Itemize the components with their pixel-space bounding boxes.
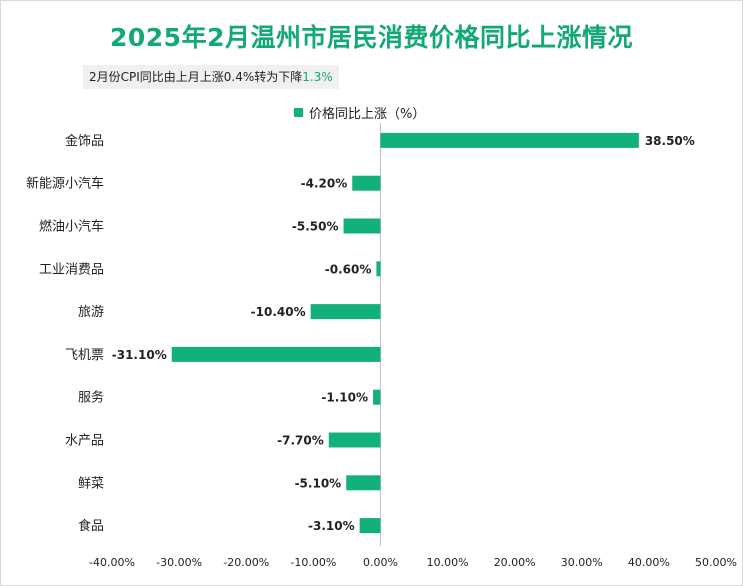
bar [380, 132, 639, 148]
category-label: 金饰品 [65, 133, 104, 149]
category-label: 飞机票 [65, 348, 104, 363]
bar [171, 346, 381, 362]
data-label: -1.10% [321, 391, 368, 405]
x-tick-label: 30.00% [561, 556, 603, 569]
x-tick-label: 50.00% [695, 556, 737, 569]
x-tick-label: 10.00% [427, 556, 469, 569]
category-label: 服务 [78, 390, 104, 406]
data-label: -5.50% [292, 220, 339, 234]
data-label: -31.10% [112, 348, 167, 362]
bar [346, 475, 381, 491]
data-label: -5.10% [295, 476, 342, 490]
category-label: 新能源小汽车 [26, 176, 104, 192]
x-tick-label: -10.00% [290, 556, 336, 569]
legend-swatch [294, 107, 303, 117]
category-label: 燃油小汽车 [39, 219, 104, 235]
data-label: -7.70% [277, 434, 324, 448]
data-label: -3.10% [308, 519, 355, 533]
category-label: 工业消费品 [39, 262, 104, 277]
category-label: 食品 [78, 518, 104, 534]
x-tick-label: -40.00% [89, 556, 135, 569]
bar [310, 304, 381, 320]
bar [352, 175, 381, 191]
chart-subtitle: 2月份CPI同比由上月上涨0.4%转为下降1.3% [83, 65, 339, 89]
x-tick-label: -30.00% [156, 556, 202, 569]
bar [373, 389, 381, 405]
category-label: 水产品 [65, 434, 104, 449]
chart-legend: 价格同比上涨（%） [294, 103, 426, 122]
subtitle-highlight: 1.3% [302, 70, 333, 84]
subtitle-text: 2月份CPI同比由上月上涨0.4%转为下降 [89, 70, 303, 84]
data-label: -10.40% [251, 305, 306, 319]
x-tick-label: 0.00% [363, 556, 398, 569]
bar [343, 218, 381, 234]
bar [376, 261, 381, 277]
category-label: 鲜菜 [78, 476, 104, 491]
x-tick-label: 20.00% [494, 556, 536, 569]
bar [328, 432, 381, 448]
x-tick-label: 40.00% [628, 556, 670, 569]
category-label: 旅游 [78, 305, 104, 320]
data-label: 38.50% [645, 134, 695, 148]
data-label: -0.60% [325, 262, 372, 276]
data-label: -4.20% [301, 177, 348, 191]
x-tick-label: -20.00% [223, 556, 269, 569]
legend-label: 价格同比上涨（%） [309, 106, 426, 122]
chart-title: 2025年2月温州市居民消费价格同比上涨情况 [110, 23, 633, 52]
bar [359, 518, 381, 534]
